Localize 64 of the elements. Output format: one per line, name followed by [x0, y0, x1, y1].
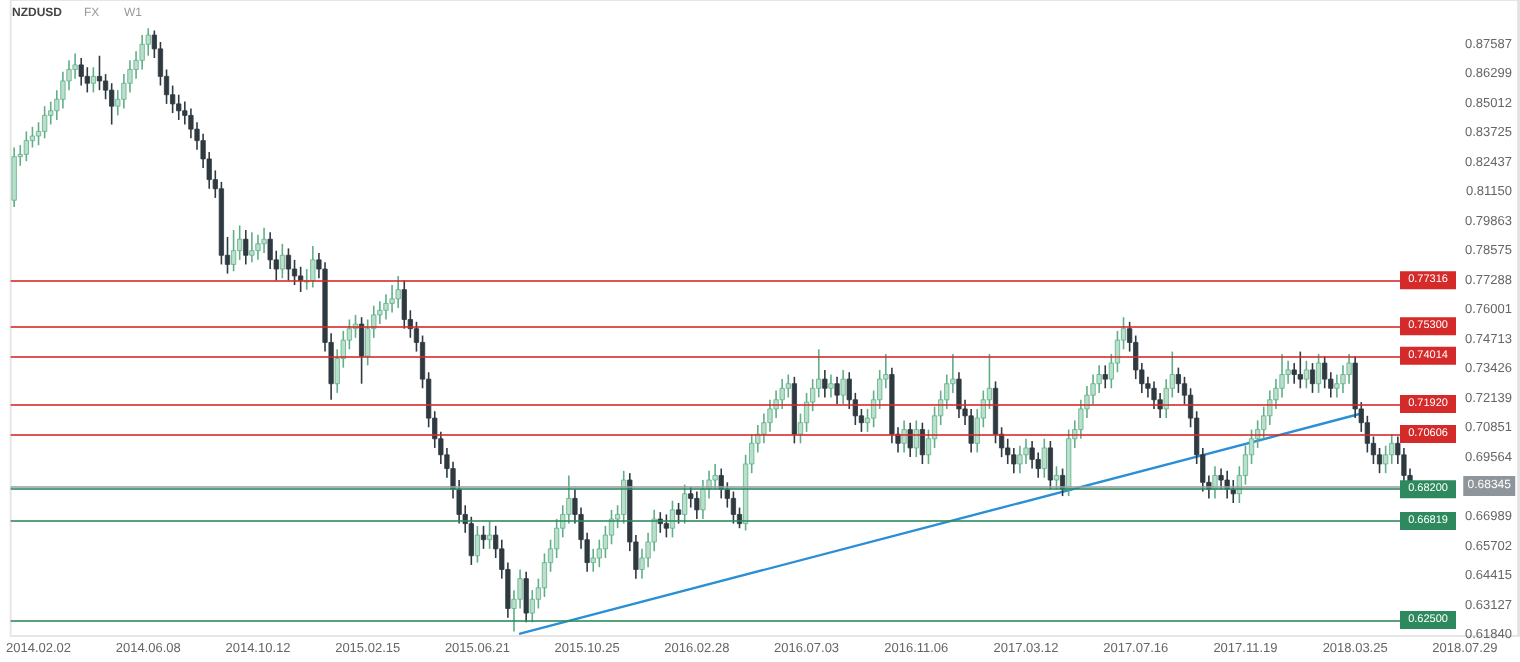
candlestick	[1297, 350, 1303, 390]
candlestick	[590, 548, 596, 573]
candlestick	[1322, 355, 1328, 390]
candlestick	[42, 105, 48, 140]
candlestick	[230, 229, 237, 273]
candlestick	[828, 373, 834, 399]
candlestick	[243, 229, 249, 266]
candlestick	[487, 520, 493, 550]
candlestick	[84, 66, 90, 94]
candlestick	[822, 369, 828, 399]
candlestick	[1041, 437, 1047, 479]
candlestick	[1047, 440, 1053, 491]
candlestick	[968, 408, 974, 454]
candlestick	[109, 82, 115, 126]
candlestick	[694, 490, 700, 520]
candlestick	[298, 265, 304, 293]
candlestick	[523, 570, 529, 624]
candlestick	[285, 247, 292, 282]
candlestick	[176, 93, 182, 121]
candlestick	[682, 483, 688, 525]
candlestick	[139, 34, 145, 71]
candlestick	[78, 57, 84, 87]
candlestick	[261, 226, 267, 254]
candlestick	[621, 470, 627, 525]
candlestick	[1029, 440, 1035, 470]
candlestick	[395, 275, 401, 309]
candlestick	[90, 66, 96, 94]
candlestick	[1346, 353, 1352, 385]
candlestick	[1389, 433, 1395, 465]
candlestick	[669, 499, 676, 539]
candlestick	[310, 245, 316, 289]
candlestick	[11, 146, 17, 208]
candlestick	[1023, 437, 1029, 465]
candlestick	[389, 284, 395, 314]
candlestick	[279, 243, 285, 280]
candlestick	[1303, 359, 1309, 390]
candlestick	[255, 233, 261, 261]
candlestick	[834, 376, 840, 406]
candlestick	[23, 130, 29, 163]
candlestick	[675, 502, 682, 525]
candlestick	[663, 513, 669, 539]
candlestick	[907, 421, 913, 458]
candlestick	[730, 490, 737, 525]
candlestick	[1334, 373, 1340, 399]
candlestick	[1151, 380, 1157, 410]
candlestick	[474, 525, 481, 564]
candlestick	[956, 371, 962, 419]
candlestick	[358, 316, 365, 385]
candlestick	[383, 293, 389, 321]
candlestick	[1102, 364, 1108, 390]
candlestick	[249, 231, 255, 263]
candlestick	[700, 479, 706, 520]
candlestick	[840, 369, 846, 406]
candlestick	[1383, 444, 1389, 474]
candlestick	[913, 419, 919, 458]
candlestick	[96, 54, 103, 91]
candlestick	[401, 279, 407, 330]
candlestick	[1309, 362, 1316, 394]
candlestick	[779, 378, 785, 410]
candlestick	[1315, 353, 1322, 394]
candlestick	[1011, 447, 1017, 474]
candlestick	[1017, 444, 1023, 474]
candlestick	[480, 525, 487, 550]
candlestick	[712, 463, 718, 491]
